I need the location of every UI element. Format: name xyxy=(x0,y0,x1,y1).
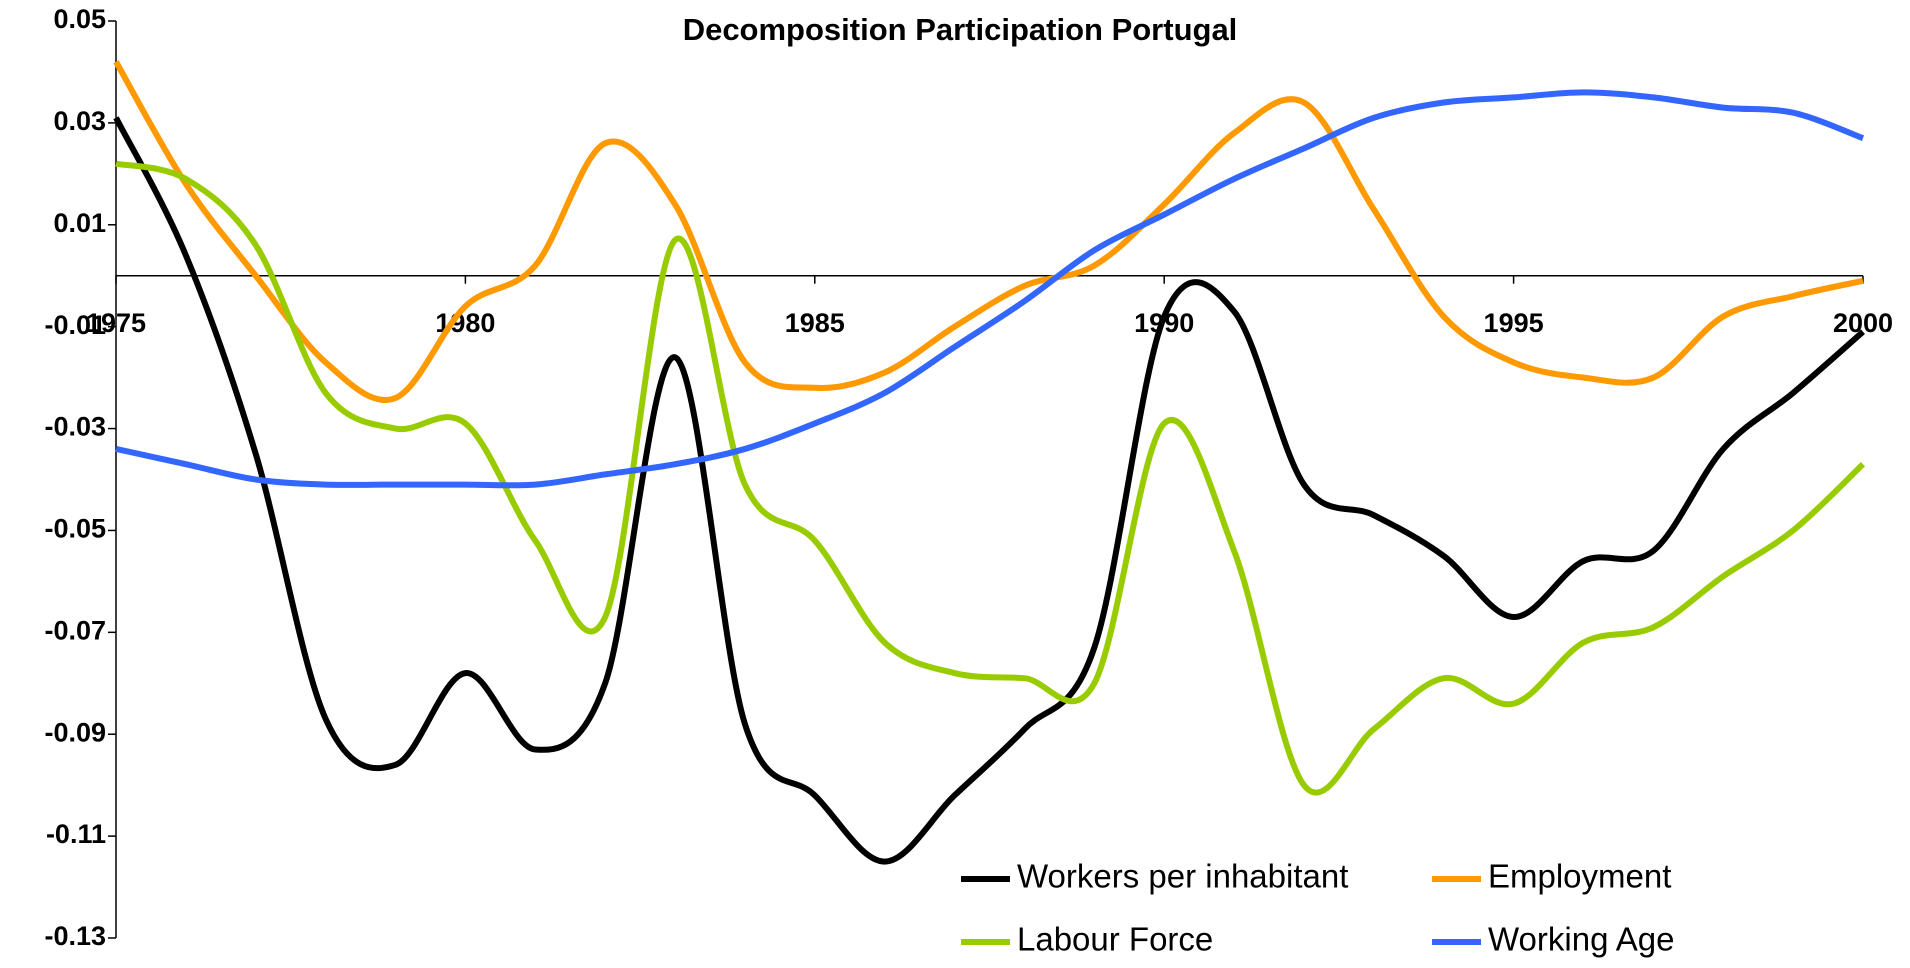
line-series xyxy=(115,160,1866,796)
line-series xyxy=(113,60,1864,403)
chart-title: Decomposition Participation Portugal xyxy=(683,12,1238,47)
legend-label: Employment xyxy=(1488,858,1671,895)
legend-label: Working Age xyxy=(1488,921,1675,958)
y-tick-label: 0.05 xyxy=(53,4,106,34)
y-tick-label: -0.09 xyxy=(44,717,106,747)
y-tick-label: -0.13 xyxy=(44,921,106,951)
y-tick-label: -0.01 xyxy=(44,310,106,340)
line-series xyxy=(115,89,1865,489)
legend-label: Workers per inhabitant xyxy=(1017,858,1348,895)
y-tick-label: -0.07 xyxy=(44,615,106,645)
y-tick-label: 0.03 xyxy=(53,106,106,136)
x-tick-label: 1975 xyxy=(86,308,146,338)
y-tick-label: -0.11 xyxy=(46,819,106,849)
y-tick-label: -0.03 xyxy=(44,412,106,442)
y-tick-label: 0.01 xyxy=(53,208,106,238)
legend-label: Labour Force xyxy=(1017,921,1213,958)
line-series xyxy=(113,116,1865,865)
y-tick-label: -0.05 xyxy=(44,514,106,544)
x-tick-label: 1995 xyxy=(1484,308,1544,338)
x-tick-label: 1985 xyxy=(785,308,845,338)
